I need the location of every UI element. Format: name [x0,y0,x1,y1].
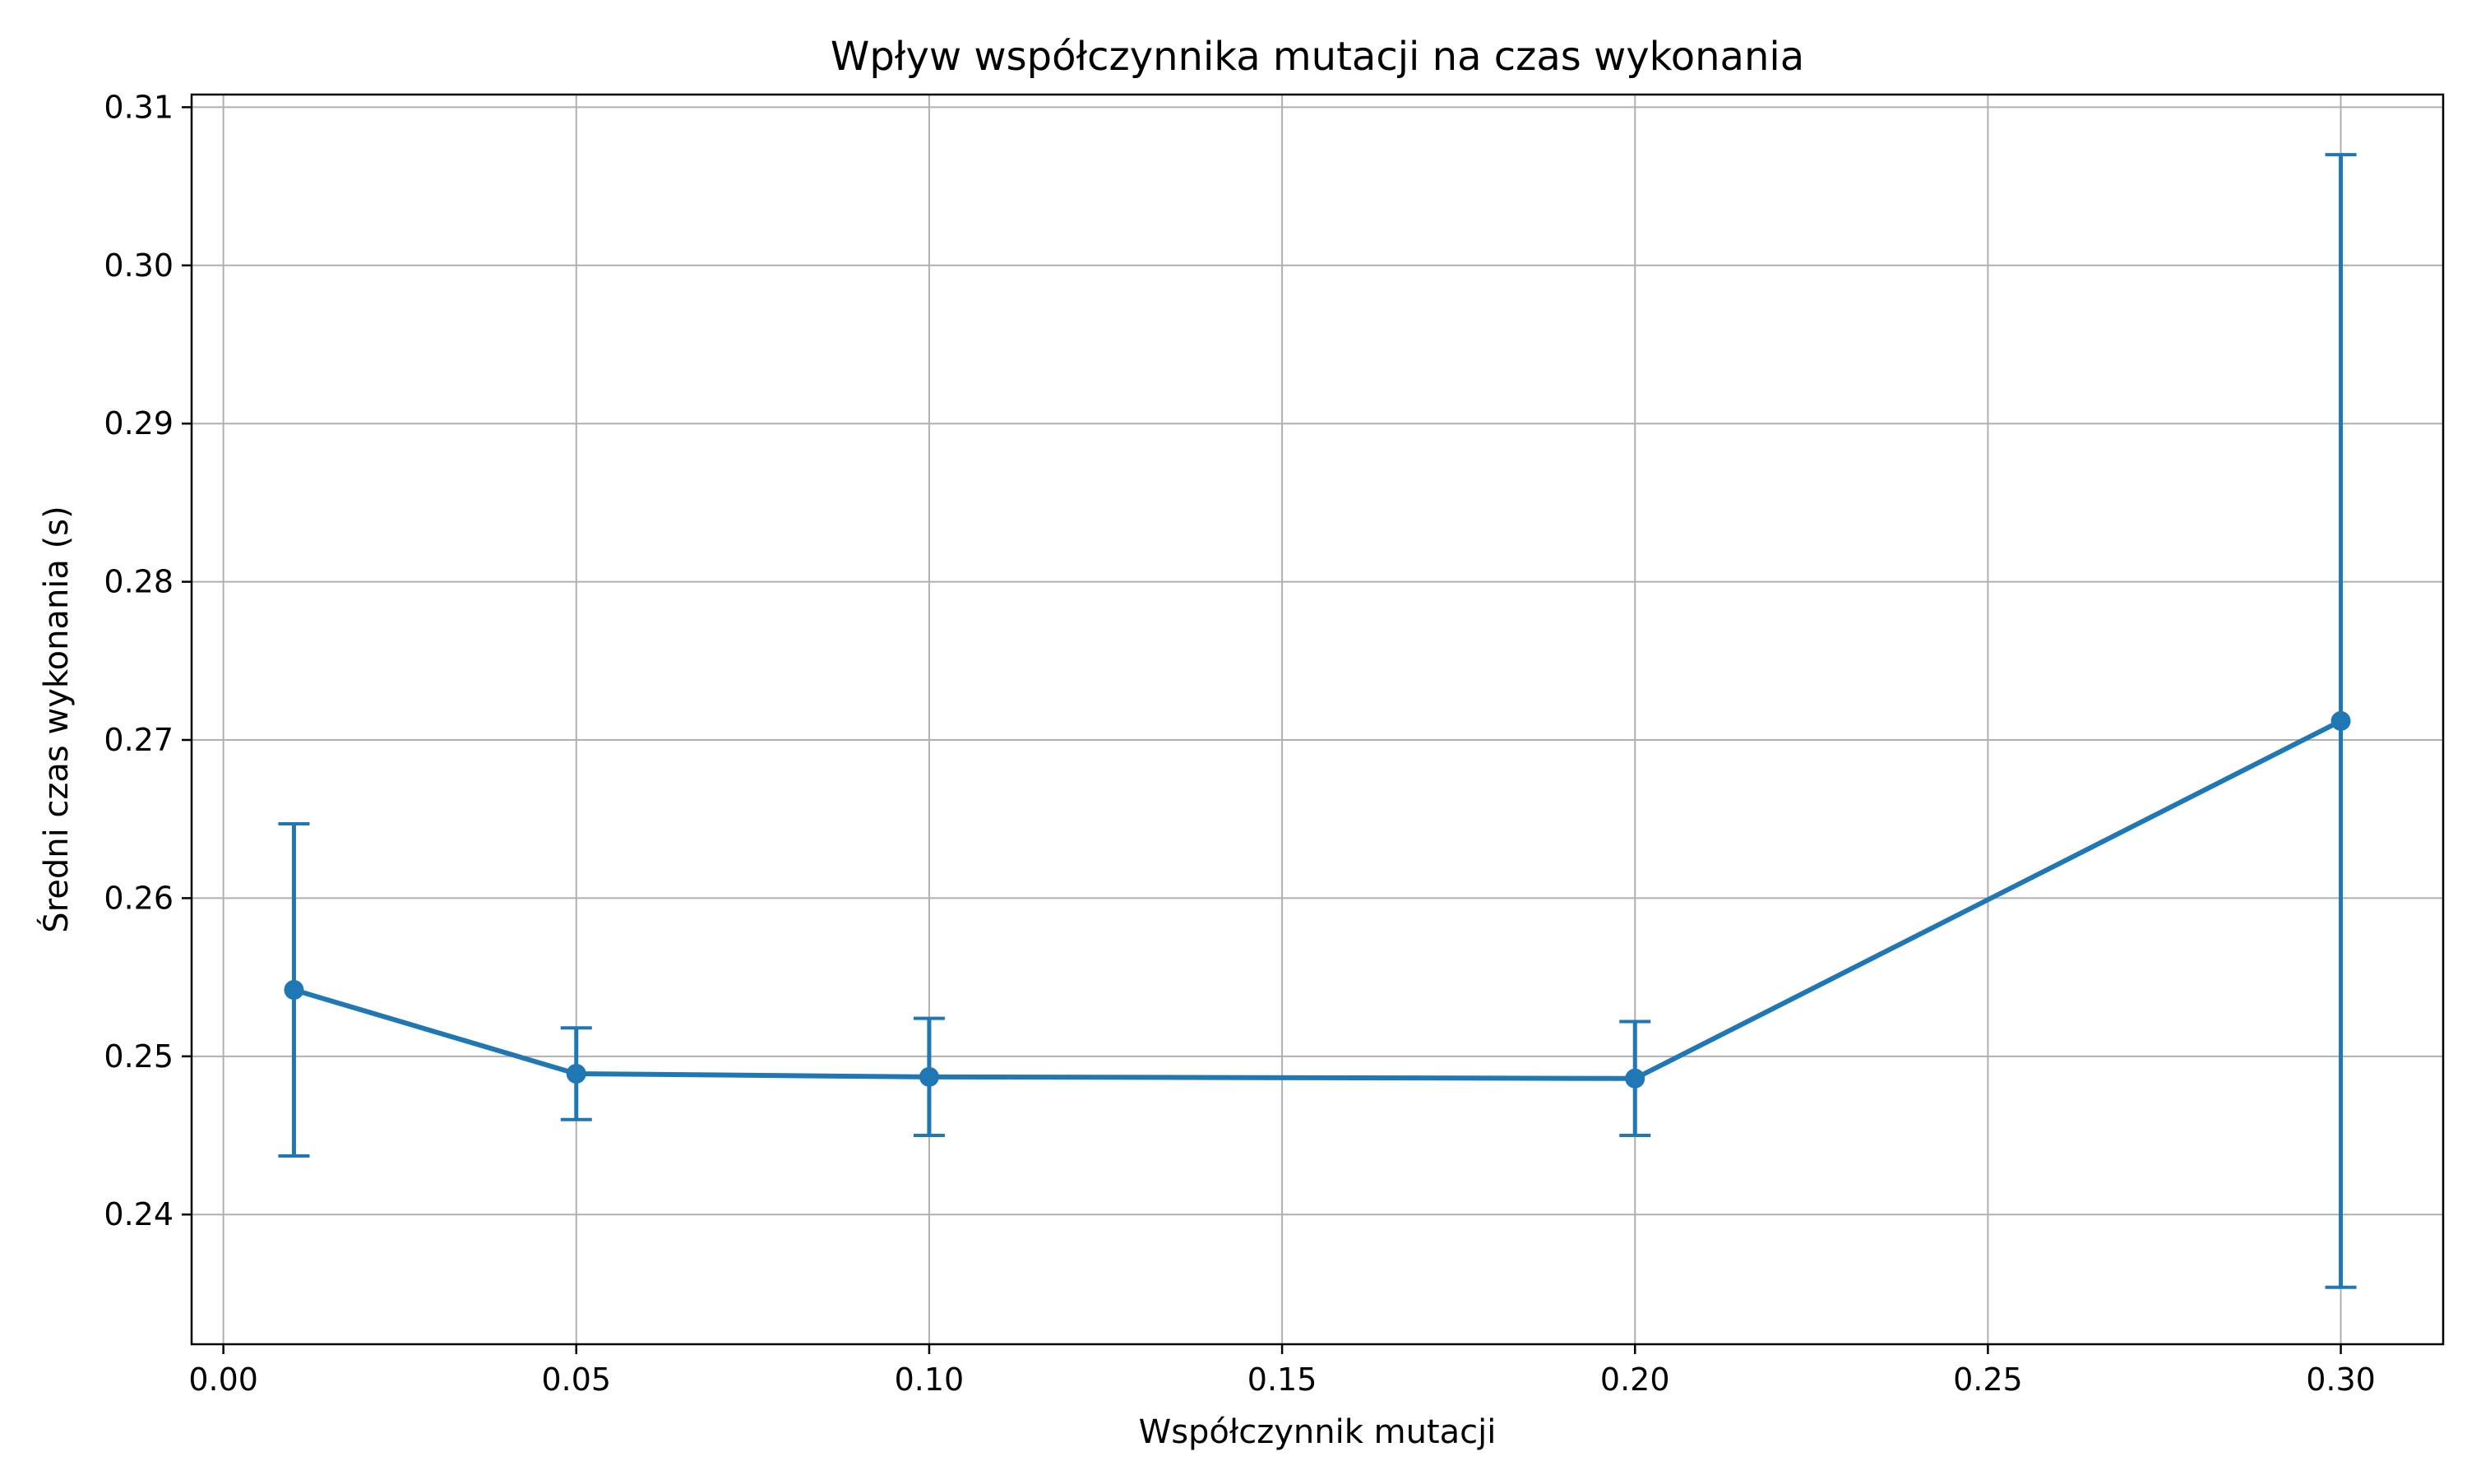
x-tick-label: 0.30 [2306,1361,2376,1398]
data-point [2330,710,2351,731]
x-tick-label: 0.10 [895,1361,965,1398]
series-layer [278,153,2357,1289]
x-tick-label: 0.00 [188,1361,258,1398]
y-tick-label: 0.28 [104,564,174,600]
data-point [566,1063,586,1084]
y-tick-label: 0.29 [104,405,174,442]
plot-frame [190,93,2445,1346]
grid-lines [192,95,2443,1344]
y-tick-label: 0.30 [104,247,174,284]
data-point [919,1066,939,1087]
x-tick-label: 0.15 [1247,1361,1317,1398]
x-tick-label: 0.25 [1953,1361,2023,1398]
chart-title: Wpływ współczynnika mutacji na czas wyko… [831,34,1804,80]
y-tick-label: 0.26 [104,880,174,916]
tick-marks: 0.00 0.05 0.10 0.15 0.20 0.25 0.30 0.24 0.25 0.26… [104,89,2375,1398]
data-point [1625,1068,1645,1089]
y-tick-label: 0.25 [104,1038,174,1075]
data-point [284,980,304,1001]
y-tick-label: 0.31 [104,89,174,125]
x-tick-label: 0.20 [1600,1361,1670,1398]
y-tick-label: 0.24 [104,1196,174,1232]
y-axis-label: Średni czas wykonania (s) [36,506,76,932]
y-tick-label: 0.27 [104,722,174,758]
x-axis-label: Współczynnik mutacji [1139,1413,1497,1451]
x-tick-label: 0.05 [541,1361,611,1398]
